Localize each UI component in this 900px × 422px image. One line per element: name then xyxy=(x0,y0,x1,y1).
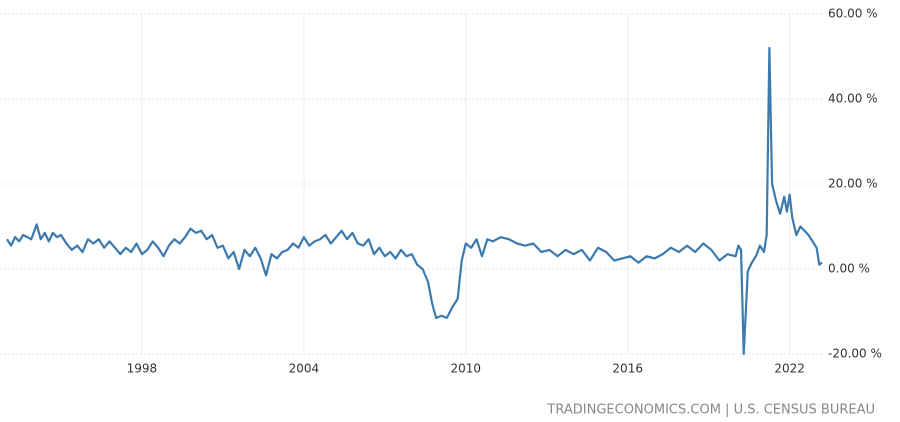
y-tick-label: 60.00 % xyxy=(828,7,878,21)
x-tick-label: 2022 xyxy=(774,362,805,376)
data-line xyxy=(6,46,823,356)
y-tick-label: 0.00 % xyxy=(828,262,870,276)
y-tick-label: 40.00 % xyxy=(828,92,878,106)
x-tick-label: 1998 xyxy=(127,362,158,376)
y-tick-label: 20.00 % xyxy=(828,177,878,191)
x-tick-label: 2016 xyxy=(612,362,643,376)
x-tick-label: 2010 xyxy=(451,362,482,376)
source-note: TRADINGECONOMICS.COM | U.S. CENSUS BUREA… xyxy=(546,403,875,418)
x-tick-label: 2004 xyxy=(289,362,320,376)
y-tick-label: -20.00 % xyxy=(828,347,882,361)
